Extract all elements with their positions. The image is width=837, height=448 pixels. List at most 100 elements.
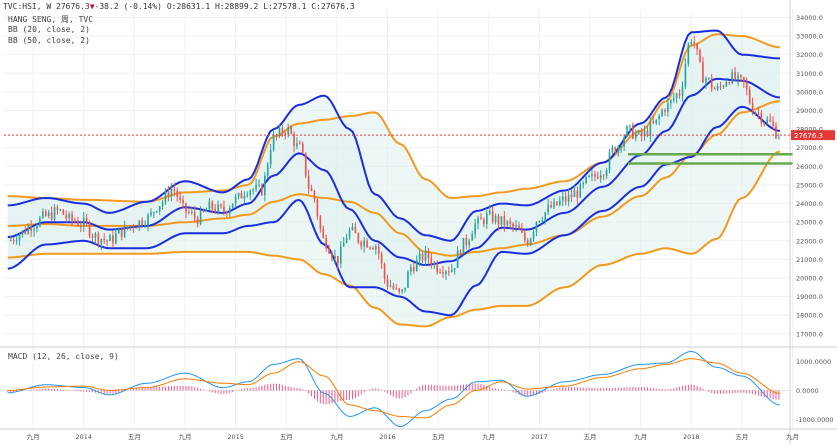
- series-name-label[interactable]: HANG SENG, 周, TVC: [8, 15, 94, 24]
- candle-down: [196, 218, 199, 225]
- candle-up: [18, 234, 21, 241]
- candle-up: [667, 103, 669, 112]
- candle-down: [167, 191, 170, 197]
- candle-up: [658, 116, 660, 120]
- macd-tick-label: 1000.0000: [796, 358, 831, 366]
- candle-down: [719, 86, 722, 88]
- candle-up: [258, 184, 260, 186]
- candle-up: [190, 211, 193, 213]
- candle-up: [468, 240, 471, 246]
- candle-up: [123, 226, 126, 237]
- candle-up: [716, 86, 719, 90]
- candle-up: [453, 268, 456, 270]
- candle-down: [427, 250, 430, 259]
- price-tick-label: 29000.0: [796, 107, 823, 115]
- candle-up: [649, 121, 652, 136]
- candle-down: [430, 258, 433, 265]
- candle-up: [462, 238, 465, 254]
- candle-up: [348, 229, 351, 238]
- candle-up: [623, 136, 625, 147]
- candle-down: [465, 238, 468, 246]
- candle-down: [135, 227, 138, 229]
- candle-up: [339, 246, 342, 264]
- macd-tick-label: 0.0000: [796, 387, 819, 395]
- candle-down: [436, 263, 438, 272]
- candle-down: [497, 215, 500, 225]
- candle-up: [404, 287, 406, 290]
- candle-down: [740, 75, 742, 78]
- candle-down: [640, 130, 643, 137]
- candle-down: [193, 211, 196, 219]
- price-tick-label: 31000.0: [796, 70, 823, 78]
- candle-up: [345, 237, 348, 243]
- candle-up: [9, 239, 12, 241]
- candle-down: [392, 285, 395, 289]
- candle-up: [637, 130, 640, 134]
- candle-down: [734, 71, 736, 80]
- candle-down: [337, 256, 339, 264]
- candle-up: [681, 86, 684, 96]
- last-price-tag: [791, 130, 835, 141]
- last-price-line: 27676.3: [4, 130, 835, 141]
- candle-down: [211, 201, 214, 209]
- candle-down: [769, 119, 771, 122]
- candle-down: [182, 199, 184, 204]
- candle-up: [684, 63, 687, 87]
- candle-up: [585, 176, 587, 183]
- candle-up: [53, 207, 56, 220]
- candle-down: [743, 77, 745, 83]
- axes: 34000.0 33000.0 32000.0 31000.0 30000.0 29000…: [27, 14, 834, 441]
- candle-down: [91, 236, 94, 238]
- candle-down: [448, 271, 450, 273]
- candle-down: [304, 152, 307, 176]
- candle-up: [115, 233, 117, 244]
- candle-down: [483, 219, 485, 224]
- candle-up: [532, 231, 535, 239]
- candle-down: [357, 233, 360, 242]
- candle-down: [188, 211, 190, 213]
- candle-down: [509, 221, 512, 224]
- candle-up: [94, 233, 97, 238]
- candle-down: [126, 226, 129, 229]
- candle-down: [85, 217, 88, 223]
- candle-down: [594, 174, 596, 177]
- bb20-label[interactable]: BB (20, close, 2): [8, 25, 90, 34]
- candle-up: [494, 215, 497, 222]
- candle-up: [153, 212, 155, 213]
- price-tick-label: 32000.0: [796, 51, 823, 59]
- candle-down: [491, 210, 494, 223]
- candle-down: [699, 49, 701, 62]
- down-arrow-icon: ▼: [89, 2, 95, 11]
- candle-down: [713, 88, 716, 90]
- candle-down: [412, 266, 415, 272]
- candle-down: [331, 253, 333, 259]
- candle-up: [731, 71, 733, 84]
- bb50-label[interactable]: BB (50, close, 2): [8, 36, 90, 45]
- candle-up: [608, 152, 611, 170]
- price-tick-label: 24000.0: [796, 200, 823, 208]
- candle-down: [439, 272, 441, 273]
- candle-down: [702, 62, 704, 83]
- candle-up: [243, 196, 246, 199]
- time-tick-label: 2018: [683, 433, 700, 441]
- candle-down: [281, 128, 284, 134]
- candle-down: [710, 78, 713, 89]
- candle-down: [293, 133, 295, 147]
- price-tick-label: 21000.0: [796, 256, 823, 264]
- candle-down: [564, 196, 567, 202]
- candle-down: [442, 272, 444, 274]
- ohlc-values: O:28631.1 H:28899.2 L:27578.1 C:27676.3: [166, 2, 355, 11]
- candle-up: [138, 220, 141, 229]
- candle-down: [521, 229, 523, 233]
- candle-down: [77, 221, 79, 226]
- candle-up: [47, 212, 50, 216]
- candle-down: [377, 246, 380, 254]
- candle-up: [433, 263, 436, 265]
- candle-down: [503, 216, 506, 226]
- candle-up: [415, 260, 418, 272]
- macd-label[interactable]: MACD (12, 26, close, 9): [8, 352, 119, 361]
- candle-down: [62, 209, 65, 215]
- candle-up: [579, 184, 582, 198]
- candle-down: [775, 126, 777, 139]
